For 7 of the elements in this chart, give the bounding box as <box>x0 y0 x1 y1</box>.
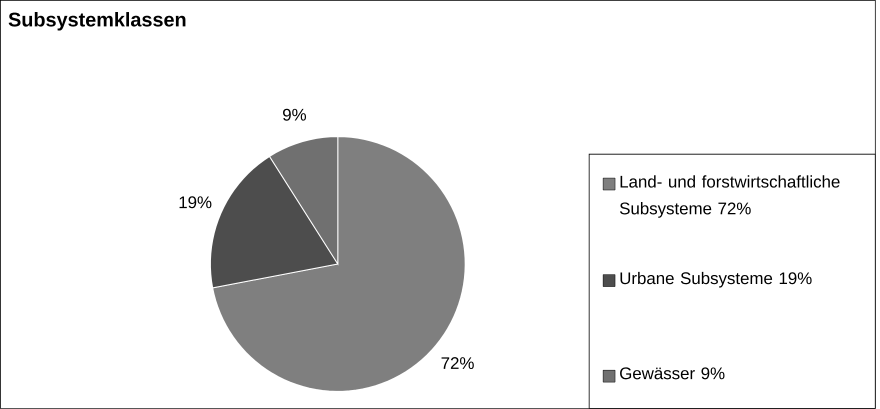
data-label: 19% <box>180 196 212 208</box>
legend-label: Land- und forstwirtschaftliche Subsysteme 72% <box>620 175 840 218</box>
legend-label: Gewässer 9% <box>620 367 724 380</box>
chart-title: Subsystemklassen <box>8 12 186 31</box>
legend-label: Urbane Subsysteme 19% <box>620 272 812 288</box>
data-label: 9% <box>283 108 306 121</box>
data-label: 72% <box>442 357 474 370</box>
